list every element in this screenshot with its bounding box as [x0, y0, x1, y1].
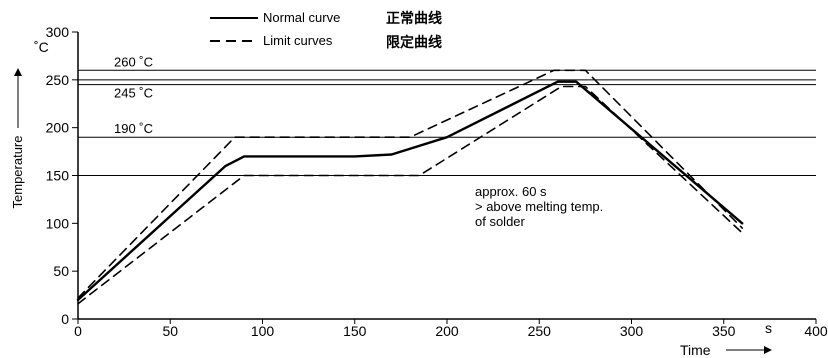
x-axis-title: Time: [680, 342, 711, 358]
y-tick-label: 100: [46, 215, 70, 231]
reference-label-260: 260 ˚C: [114, 54, 153, 69]
x-ticks: 0 50 100 150 200 250 300 350 400: [74, 319, 828, 339]
legend: Normal curve 正常曲线 Limit curves 限定曲线: [210, 10, 442, 51]
y-ticks: 0 50 100 150 200 250 300: [46, 24, 78, 327]
y-axis-arrow-icon: [14, 68, 22, 76]
normal-curve-line: [76, 80, 744, 302]
x-tick-label: 350: [712, 323, 736, 339]
x-tick-label: 300: [620, 323, 644, 339]
legend-limit-label: Limit curves: [263, 33, 333, 48]
x-tick-label: 400: [804, 323, 828, 339]
reference-label-245: 245 ˚C: [114, 86, 153, 101]
y-tick-label: 50: [53, 263, 69, 279]
reference-labels: 260 ˚C 245 ˚C 190 ˚C: [114, 54, 153, 136]
y-tick-label: 150: [46, 168, 70, 184]
reference-lines: [78, 69, 816, 176]
x-tick-label: 50: [162, 323, 178, 339]
x-tick-label: 100: [251, 323, 275, 339]
annotation: approx. 60 s > above melting temp. of so…: [475, 184, 603, 229]
legend-limit-label-cn: 限定曲线: [386, 34, 442, 51]
y-tick-label: 0: [61, 311, 69, 327]
y-axis-title-group: Temperature: [10, 68, 25, 208]
reference-label-190: 190 ˚C: [114, 121, 153, 136]
series-layer: [76, 69, 744, 305]
legend-normal-label: Normal curve: [263, 10, 340, 25]
annotation-line-3: of solder: [475, 214, 526, 229]
y-tick-label: 300: [46, 24, 70, 40]
legend-normal-label-cn: 正常曲线: [386, 10, 442, 27]
x-axis-arrow-icon: [764, 346, 772, 354]
x-tick-label: 250: [528, 323, 552, 339]
y-unit-label: ˚C: [34, 39, 49, 55]
x-tick-label: 200: [435, 323, 459, 339]
annotation-line-1: approx. 60 s: [475, 184, 547, 199]
x-unit-label: s: [765, 320, 772, 336]
x-tick-label: 150: [343, 323, 367, 339]
y-tick-label: 250: [46, 72, 70, 88]
limit-curve-line-1: [77, 69, 744, 299]
y-axis-title: Temperature: [10, 136, 25, 209]
y-tick-label: 200: [46, 120, 70, 136]
annotation-line-2: > above melting temp.: [475, 199, 603, 214]
x-tick-label: 0: [74, 323, 82, 339]
limit-curve-line-2: [77, 85, 744, 305]
